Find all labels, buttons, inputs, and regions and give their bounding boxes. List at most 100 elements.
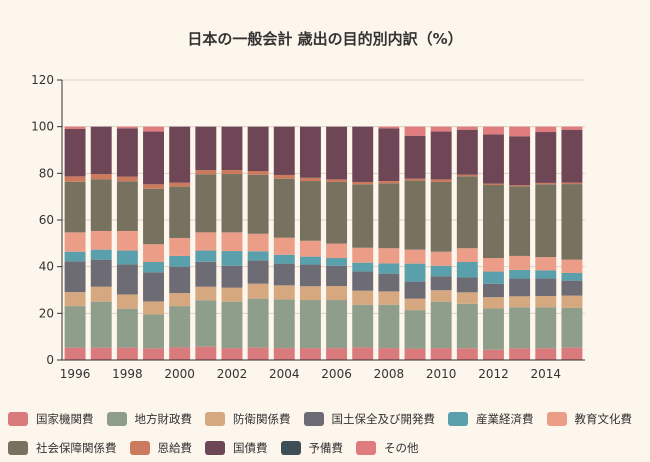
bar-segment (90, 347, 112, 360)
bar-segment (561, 259, 583, 273)
bar-segment (456, 174, 478, 177)
legend-row: 社会保障関係費 恩給費 国債費 予備費 その他 (8, 433, 650, 462)
bar-segment (221, 232, 243, 252)
bar-stack-2006 (326, 126, 348, 360)
y-tick-label: 100 (31, 120, 54, 134)
bar-segment (273, 237, 295, 255)
bar-segment (299, 126, 321, 178)
bar-segment (116, 230, 138, 251)
legend-item[interactable]: 国家機関費 (8, 411, 94, 427)
legend-item[interactable]: 産業経済費 (448, 411, 534, 427)
bar-stack-2003 (247, 126, 269, 360)
bar-segment (221, 287, 243, 302)
bar-segment (430, 126, 452, 132)
bar-segment (273, 178, 295, 238)
bar-segment (247, 174, 269, 234)
bar-segment (509, 136, 531, 186)
bar-segment (143, 131, 164, 185)
bar-segment (90, 179, 112, 231)
legend-item[interactable]: 社会保障関係費 (8, 440, 117, 456)
bar-segment (64, 292, 86, 307)
bar-stack-1999 (143, 126, 164, 360)
bar-segment (509, 278, 531, 297)
y-tick-label: 60 (39, 213, 54, 227)
y-tick-label: 40 (39, 260, 54, 274)
bar-segment (326, 286, 348, 301)
bar-segment (378, 273, 400, 292)
legend-label: 教育文化費 (574, 411, 633, 426)
bar-segment (90, 259, 112, 287)
legend-item[interactable]: 国土保全及び開発費 (303, 411, 435, 427)
legend-item[interactable]: 教育文化費 (546, 411, 633, 427)
bar-segment (299, 300, 321, 349)
bar-segment (456, 129, 478, 175)
bar-segment (535, 182, 557, 185)
bar-segment (509, 185, 531, 187)
bar-segment (221, 170, 243, 175)
bar-segment (116, 347, 138, 360)
bar-segment (352, 271, 374, 291)
bar-segment (221, 126, 243, 171)
bar-segment (378, 348, 400, 360)
bar-segment (404, 348, 426, 360)
bar-segment (456, 126, 478, 130)
bar-segment (326, 258, 348, 266)
bar-segment (90, 174, 112, 180)
bar-segment (143, 314, 164, 349)
bar-segment (116, 128, 138, 177)
bar-segment (221, 174, 243, 233)
bar-segment (456, 303, 478, 349)
legend-swatch (546, 411, 567, 426)
bar-segment (535, 270, 557, 279)
grid-lines (62, 79, 585, 314)
legend-item[interactable]: 国債費 (205, 440, 268, 456)
bar-segment (483, 308, 504, 350)
legend-item[interactable]: 恩給費 (129, 440, 192, 456)
legend-item[interactable]: その他 (356, 440, 419, 456)
legend-item[interactable]: 防衛関係費 (205, 411, 291, 427)
bar-segment (561, 126, 583, 130)
bar-segment (509, 126, 531, 137)
bar-segment (326, 243, 348, 259)
bar-segment (483, 297, 504, 309)
bar-segment (64, 261, 86, 293)
bar-stack-2005 (299, 126, 321, 360)
x-tick-label: 2012 (478, 367, 509, 381)
bar-segment (221, 301, 243, 349)
bar-segment (561, 280, 583, 296)
bar-segment (273, 285, 295, 300)
bar-segment (378, 128, 400, 182)
legend-label: 社会保障関係費 (36, 440, 117, 455)
bar-segment (247, 260, 269, 284)
bar-segment (221, 251, 243, 266)
bar-segment (456, 176, 478, 249)
x-tick-label: 2004 (269, 367, 300, 381)
bar-segment (483, 185, 504, 259)
legend-item[interactable]: 予備費 (280, 440, 343, 456)
bar-segment (143, 262, 164, 273)
legend-label: 国債費 (233, 440, 268, 455)
bar-segment (404, 298, 426, 311)
bar-segment (483, 183, 504, 185)
bar-segment (535, 296, 557, 308)
bar-segment (195, 300, 217, 347)
bar-stack-2008 (378, 126, 400, 360)
legend-item[interactable]: 地方財政費 (106, 411, 192, 427)
bar-segment (404, 180, 426, 250)
bar-segment (456, 292, 478, 304)
bar-segment (430, 131, 452, 180)
bar-segment (247, 298, 269, 348)
bar-segment (326, 126, 348, 180)
bar-segment (430, 265, 452, 277)
bar-segment (456, 277, 478, 293)
bar-segment (169, 186, 191, 238)
legend-swatch (280, 440, 301, 455)
bar-segment (273, 126, 295, 175)
bar-segment (352, 304, 374, 348)
bar-segment (352, 247, 374, 263)
bar-segment (116, 250, 138, 265)
bar-segment (195, 232, 217, 251)
bar-segment (143, 126, 164, 132)
bar-segment (169, 237, 191, 256)
x-tick-label: 2014 (531, 367, 562, 381)
